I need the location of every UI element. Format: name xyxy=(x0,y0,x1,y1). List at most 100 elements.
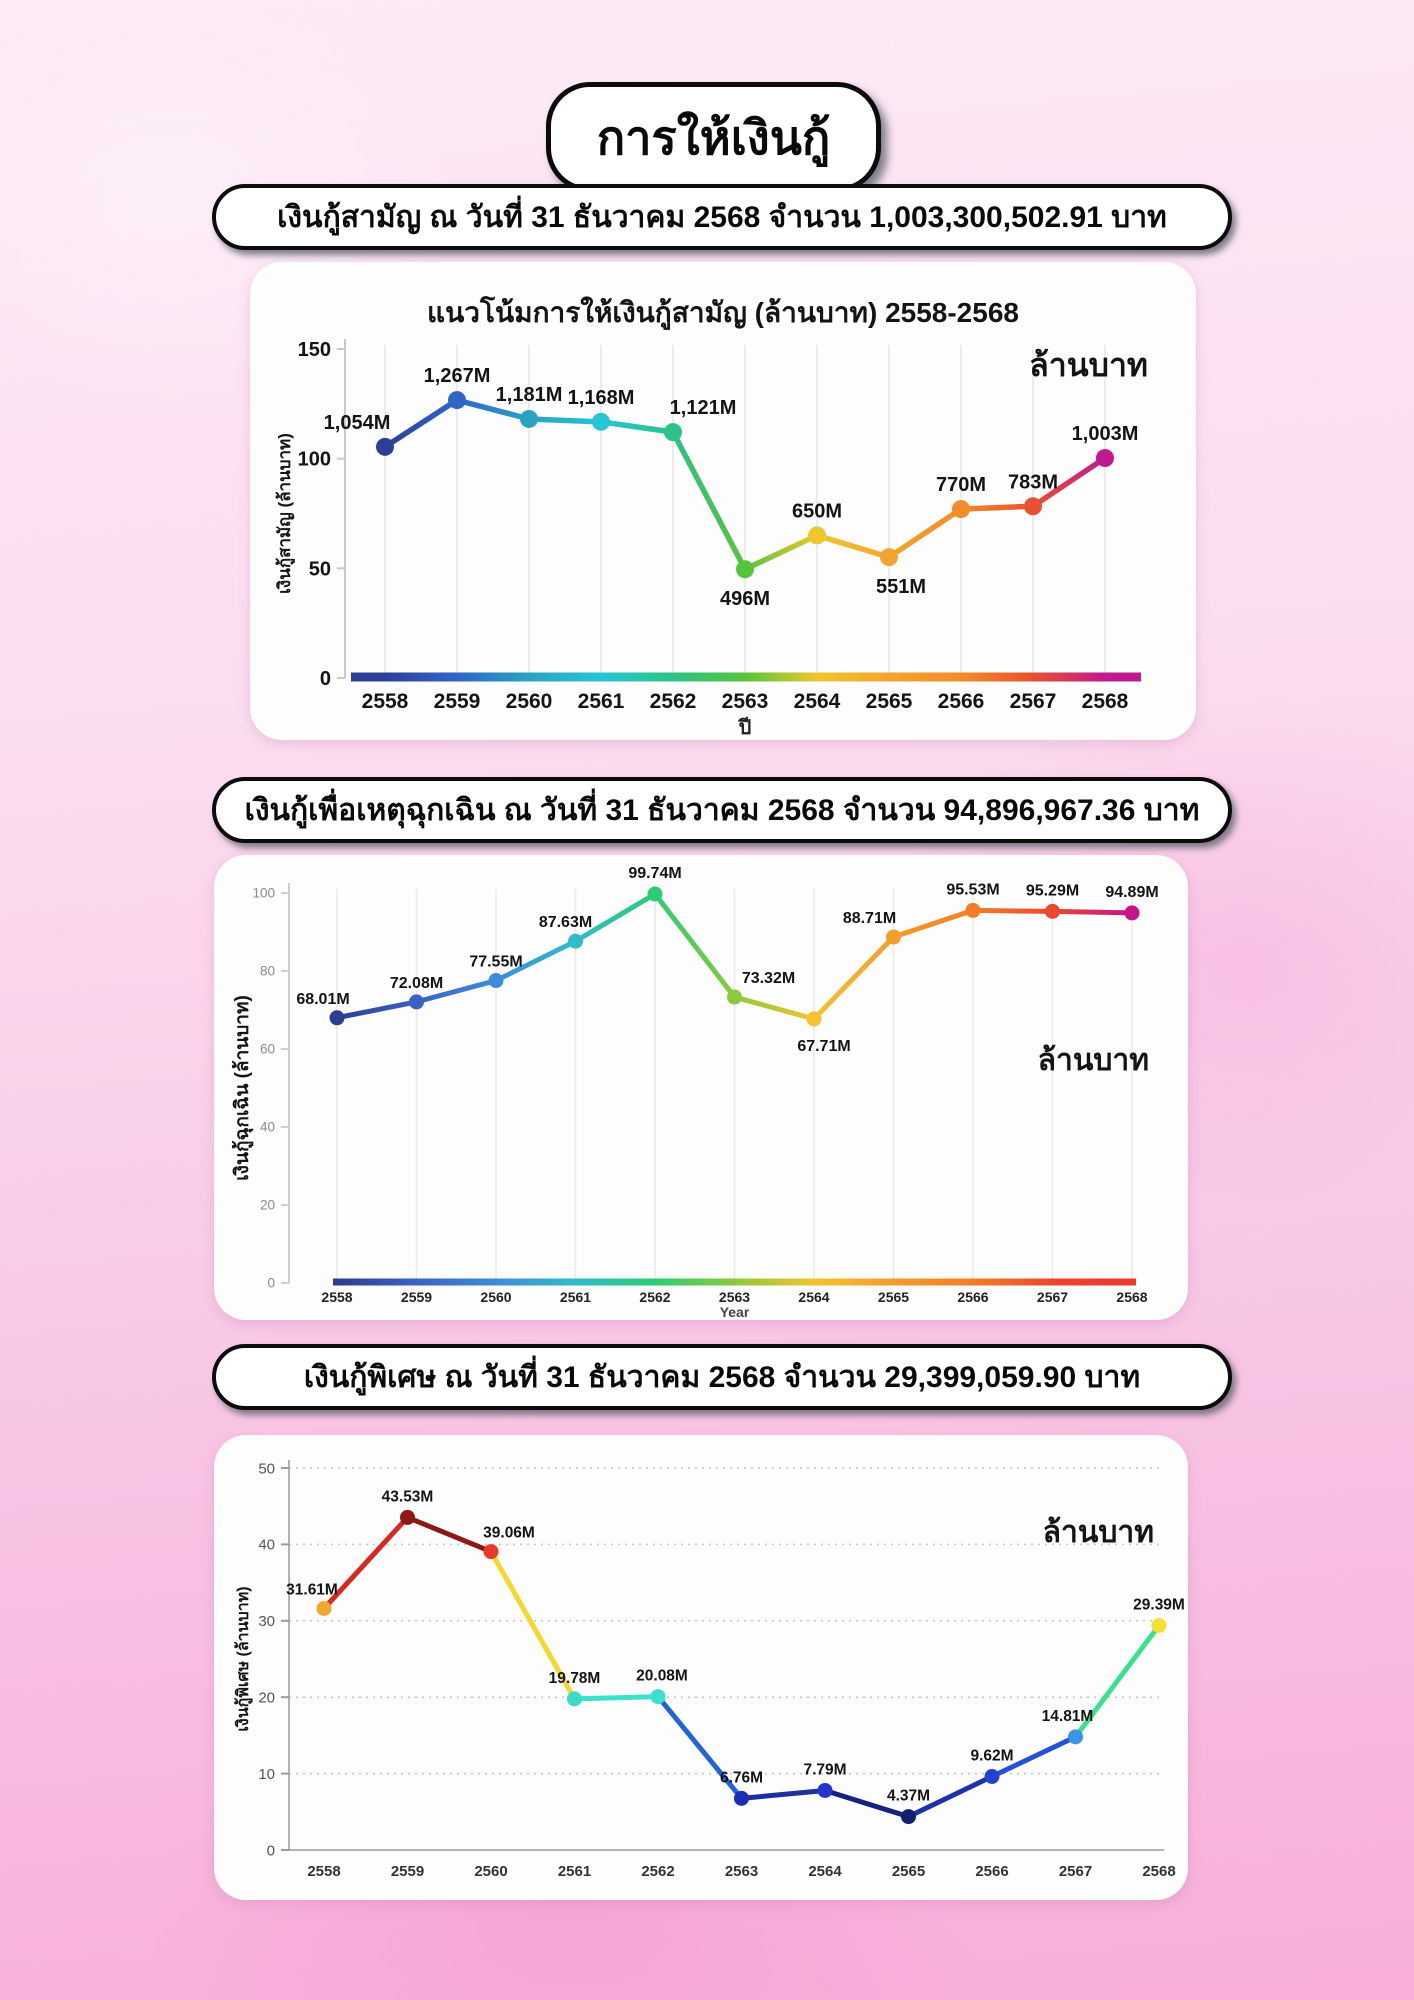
line-segment xyxy=(1050,908,1135,916)
line-segment xyxy=(1073,1622,1162,1740)
section-header-emergency-loan: เงินกู้เพื่อเหตุฉุกเฉิน ณ วันที่ 31 ธันว… xyxy=(212,777,1232,843)
data-point-label: 496M xyxy=(720,588,770,610)
y-tick-label: 0 xyxy=(267,1276,275,1291)
data-point-label: 29.39M xyxy=(1133,1596,1185,1613)
data-point-2561 xyxy=(567,1691,582,1707)
line-segment xyxy=(321,1514,410,1611)
page-title: การให้เงินกู้ xyxy=(596,110,831,164)
data-point-2567 xyxy=(1024,497,1042,516)
y-axis-title: เงินกู้ฉุกเฉิน (ล้านบาท) xyxy=(231,995,254,1181)
line-segment xyxy=(739,1787,828,1801)
x-tick-label: 2561 xyxy=(558,1863,591,1880)
data-point-2564 xyxy=(808,526,826,545)
line-segment xyxy=(970,907,1055,914)
data-point-2568 xyxy=(1096,449,1114,468)
data-point-label: 14.81M xyxy=(1042,1708,1094,1725)
x-tick-label: 2567 xyxy=(1059,1863,1092,1880)
data-point-label: 95.53M xyxy=(946,881,999,898)
line-segment xyxy=(822,1787,911,1820)
chart-svg: 0 10 20 30 40 50 2558 2559 2560 2561 2562 2563 2564 2… xyxy=(234,1460,1185,1880)
line-segment xyxy=(742,532,820,572)
line-segment xyxy=(670,429,748,572)
data-point-label: 20.08M xyxy=(636,1668,688,1685)
x-tick-label: 2565 xyxy=(866,690,913,713)
data-point-label: 1,054M xyxy=(324,412,391,434)
y-tick-label: 150 xyxy=(298,339,331,361)
ordinary-loan-trend-chart: 0 50 100 150 2558 2559 2560 2561 2562 2563 2564 256… xyxy=(250,262,1196,740)
x-tick-label: 2563 xyxy=(725,1863,758,1880)
x-tick-label: 2558 xyxy=(321,1289,352,1305)
data-point-2564 xyxy=(806,1011,822,1027)
data-point-label: 650M xyxy=(792,500,842,522)
x-tick-label: 2562 xyxy=(650,690,697,713)
line-segment xyxy=(814,532,892,560)
data-point-2559 xyxy=(400,1509,415,1525)
data-point-2563 xyxy=(736,560,754,579)
data-point-label: 31.61M xyxy=(286,1581,338,1598)
x-tick-label: 2562 xyxy=(639,1289,670,1305)
ordinary-loan-chart-card: 0 50 100 150 2558 2559 2560 2561 2562 2563 2564 256… xyxy=(250,262,1196,740)
line-segment xyxy=(958,503,1036,512)
data-point-label: 43.53M xyxy=(382,1488,434,1505)
y-tick-label: 50 xyxy=(309,558,331,580)
chart-title: แนวโน้มการให้เงินกู้สามัญ (ล้านบาท) 2558… xyxy=(427,295,1019,330)
data-point-2561 xyxy=(568,933,583,949)
y-tick-label: 50 xyxy=(258,1460,275,1477)
line-segment xyxy=(405,1514,494,1555)
data-point-label: 1,003M xyxy=(1072,423,1139,445)
data-point-2565 xyxy=(880,548,898,567)
x-tick-label: 2559 xyxy=(391,1863,424,1880)
data-point-label: 770M xyxy=(936,474,986,496)
data-point-label: 9.62M xyxy=(970,1748,1013,1765)
data-point-label: 68.01M xyxy=(296,991,349,1008)
data-point-2558 xyxy=(376,437,394,456)
y-tick-label: 0 xyxy=(267,1842,275,1859)
data-point-label: 73.32M xyxy=(742,970,795,987)
data-point-label: 1,168M xyxy=(568,387,635,409)
x-tick-label: 2568 xyxy=(1082,690,1129,713)
data-point-2559 xyxy=(448,391,466,410)
data-point-label: 1,181M xyxy=(496,384,563,406)
data-point-label: 77.55M xyxy=(469,954,522,971)
y-tick-label: 80 xyxy=(260,964,275,979)
data-point-2562 xyxy=(664,423,682,442)
data-point-2559 xyxy=(409,994,424,1010)
y-tick-label: 40 xyxy=(260,1120,275,1135)
line-segment xyxy=(598,419,676,435)
data-point-2563 xyxy=(734,1790,749,1806)
x-tick-label: 2568 xyxy=(1142,1863,1175,1880)
data-point-label: 72.08M xyxy=(390,975,443,992)
x-tick-label: 2567 xyxy=(1010,690,1057,713)
data-point-2563 xyxy=(727,989,742,1005)
x-axis-title: Year xyxy=(720,1304,750,1320)
y-tick-label: 30 xyxy=(258,1613,275,1630)
data-point-2568 xyxy=(1151,1617,1167,1633)
line-segment xyxy=(526,416,604,425)
y-tick-label: 20 xyxy=(260,1198,275,1213)
line-segment xyxy=(414,978,499,1005)
emergency-loan-chart-card: 0 20 40 60 80 100 2558 2559 2560 2561 2562 2563 2564… xyxy=(214,855,1188,1320)
data-point-label: 783M xyxy=(1008,471,1058,493)
section-header-special-loan: เงินกู้พิเศษ ณ วันที่ 31 ธันวาคม 2568 จำ… xyxy=(212,1344,1232,1410)
data-point-2565 xyxy=(901,1809,916,1825)
line-segment xyxy=(652,891,737,1000)
page-title-pill: การให้เงินกู้ xyxy=(546,82,881,192)
data-point-label: 551M xyxy=(876,576,926,598)
data-point-label: 4.37M xyxy=(887,1788,930,1805)
line-segment xyxy=(572,1694,661,1702)
data-point-label: 67.71M xyxy=(797,1038,850,1055)
y-tick-label: 100 xyxy=(252,886,275,901)
data-point-label: 6.76M xyxy=(720,1769,763,1786)
data-point-2558 xyxy=(316,1600,332,1616)
data-point-label: 19.78M xyxy=(549,1670,601,1687)
line-segment xyxy=(989,1734,1078,1780)
x-tick-label: 2565 xyxy=(892,1863,925,1880)
x-tick-label: 2560 xyxy=(480,1289,511,1305)
x-tick-label: 2560 xyxy=(506,690,553,713)
data-point-2561 xyxy=(592,412,610,431)
data-point-2566 xyxy=(984,1769,1000,1785)
section-header-ordinary-loan-text: เงินกู้สามัญ ณ วันที่ 31 ธันวาคม 2568 จำ… xyxy=(277,200,1167,234)
line-segment xyxy=(454,397,532,422)
section-header-ordinary-loan: เงินกู้สามัญ ณ วันที่ 31 ธันวาคม 2568 จำ… xyxy=(212,184,1232,250)
